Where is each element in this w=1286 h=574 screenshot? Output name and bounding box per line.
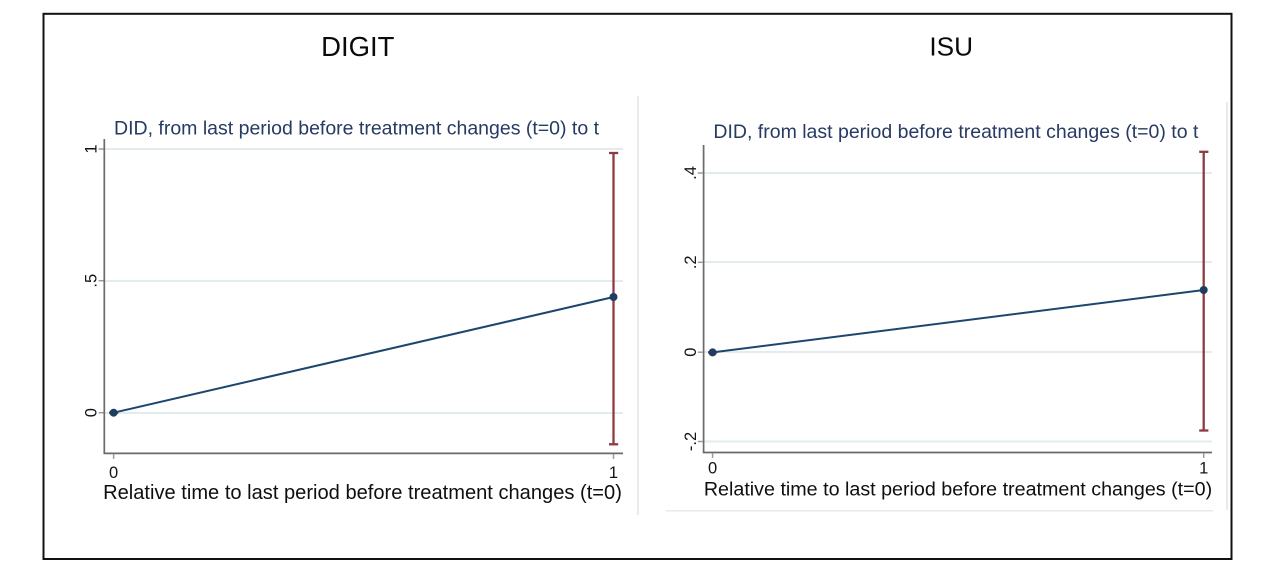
svg-text:0: 0 [708,460,717,478]
svg-text:0: 0 [682,348,700,357]
svg-text:-.2: -.2 [682,432,700,451]
svg-text:ISU: ISU [929,31,973,61]
svg-text:.4: .4 [682,166,700,180]
svg-text:DID, from last period before t: DID, from last period before treatment c… [114,118,600,140]
svg-text:0: 0 [109,464,118,482]
svg-text:1: 1 [1199,460,1208,478]
svg-text:DID, from last period before t: DID, from last period before treatment c… [713,121,1199,143]
svg-text:Relative time to last period b: Relative time to last period before trea… [103,482,622,504]
svg-text:1: 1 [83,144,101,153]
svg-text:0: 0 [83,408,101,417]
svg-text:1: 1 [609,464,618,482]
svg-text:.2: .2 [682,255,700,269]
svg-text:.5: .5 [83,274,101,288]
svg-text:Relative time to last period b: Relative time to last period before trea… [704,479,1212,501]
svg-text:DIGIT: DIGIT [321,31,395,62]
